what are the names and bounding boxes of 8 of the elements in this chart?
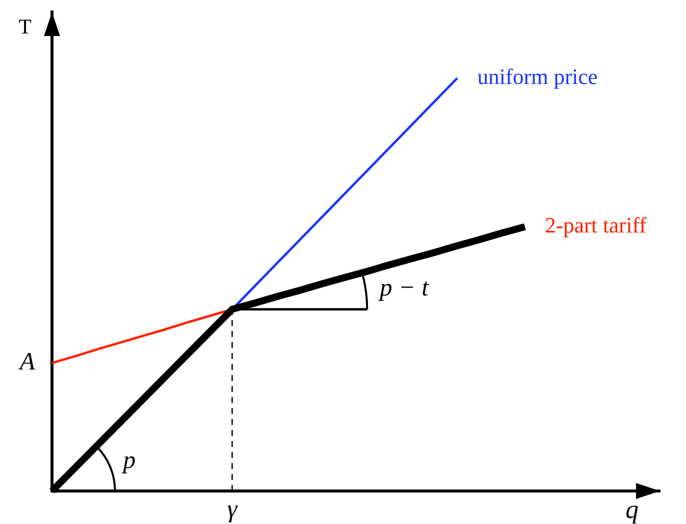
text: 2-part tariff [544,212,648,238]
x-axis-title: q [626,494,638,524]
series-label: uniform price [477,64,598,89]
text: γ [227,496,238,524]
text: A [18,348,36,376]
annotation: p [121,446,136,474]
y-axis-title: T [18,14,32,39]
annotation: p − t [378,274,430,302]
